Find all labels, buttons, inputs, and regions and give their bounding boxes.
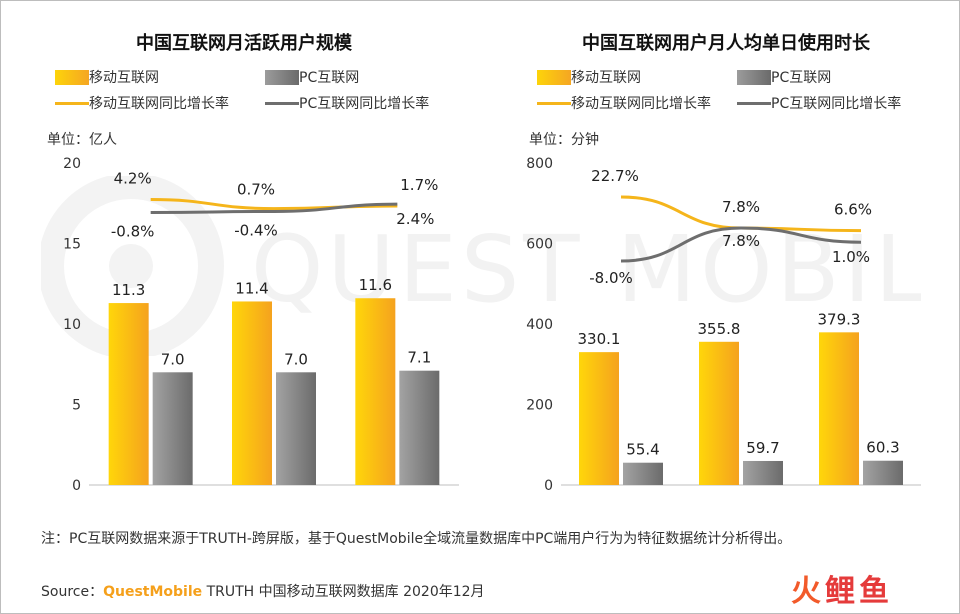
bar-pc: [623, 462, 663, 485]
bar-value-label: 60.3: [866, 439, 899, 457]
y-tick-label: 800: [526, 156, 553, 172]
source-prefix: Source：: [41, 584, 104, 600]
chart-monthly-active-users: 0 5 10 15 20 11.3 11.4 11.6 7.0 7.0 7.1 4.2% 0.7% 1.7…: [63, 156, 459, 501]
growth-line-pc: [150, 202, 398, 214]
bar-mobile: [355, 298, 396, 485]
y-tick-label: 400: [526, 317, 553, 333]
legend-swatch-mobile-bar: [537, 69, 571, 85]
bar-pc: [399, 370, 440, 485]
legend-swatch-pc-bar: [265, 69, 299, 85]
bar-value-label: 355.8: [698, 320, 741, 338]
bar-mobile: [108, 303, 149, 485]
logo-part-2: 鲤鱼: [825, 574, 893, 609]
bar-mobile: [699, 341, 739, 485]
growth-rate-label: -0.4%: [234, 221, 278, 239]
footnote: 注：PC互联网数据来源于TRUTH-跨屏版，基于QuestMobile全域流量数…: [41, 531, 792, 547]
growth-rate-label: 1.7%: [400, 176, 438, 194]
growth-rate-label: -8.0%: [589, 269, 633, 287]
bar-value-label: 379.3: [818, 310, 861, 328]
y-tick-label: 0: [544, 478, 553, 494]
x-category-label: 2018-12: [121, 500, 180, 501]
bar-value-label: 330.1: [578, 330, 621, 348]
legend-item-pc-growth: PC互联网同比增长率: [265, 93, 429, 113]
x-category-label: 2019-12: [245, 500, 304, 501]
legend-swatch-mobile-bar: [55, 69, 89, 85]
bar-pc: [276, 372, 316, 485]
chart-legend: 移动互联网 PC互联网 移动互联网同比增长率 PC互联网同比增长率: [55, 67, 455, 112]
growth-rate-label: -0.8%: [111, 222, 155, 240]
x-category-label: 2020-12: [832, 500, 891, 501]
growth-rate-label: 1.0%: [832, 248, 870, 266]
bar-value-label: 59.7: [746, 439, 779, 457]
growth-rate-label: 0.7%: [237, 181, 275, 199]
legend-label: 移动互联网: [571, 70, 641, 86]
legend-item-mobile: 移动互联网: [55, 67, 159, 87]
bar-pc: [152, 372, 193, 485]
unit-label: 单位：亿人: [47, 132, 117, 148]
bar-value-label: 11.6: [359, 276, 392, 294]
y-tick-label: 5: [72, 398, 81, 414]
y-tick-label: 0: [72, 478, 81, 494]
legend-item-pc-growth: PC互联网同比增长率: [737, 93, 901, 113]
chart-panel-monthly-active-users: 中国互联网月活跃用户规模 移动互联网 PC互联网 移动互联网同比增长率 PC互联…: [9, 1, 479, 501]
legend-label: 移动互联网同比增长率: [89, 96, 229, 112]
legend-item-mobile-growth: 移动互联网同比增长率: [537, 93, 711, 113]
growth-rate-label: 6.6%: [834, 201, 872, 219]
legend-swatch-pc-line: [265, 101, 299, 105]
bar-mobile: [579, 352, 619, 485]
x-category-label: 2020-12: [368, 500, 427, 501]
legend-label: 移动互联网: [89, 70, 159, 86]
source-rest: TRUTH 中国移动互联网数据库 2020年12月: [202, 584, 485, 600]
y-tick-label: 600: [526, 237, 553, 253]
legend-item-mobile: 移动互联网: [537, 67, 641, 87]
source-brand: QuestMobile: [103, 584, 203, 600]
huoliyu-logo: 火鲤鱼: [791, 566, 893, 610]
legend-swatch-mobile-line: [55, 101, 89, 105]
bar-mobile: [819, 332, 859, 485]
legend-item-pc: PC互联网: [265, 67, 359, 87]
y-tick-label: 15: [63, 237, 81, 253]
logo-part-1: 火: [791, 574, 825, 609]
growth-rate-label: 7.8%: [722, 198, 760, 216]
legend-item-mobile-growth: 移动互联网同比增长率: [55, 93, 229, 113]
chart-title: 中国互联网用户月人均单日使用时长: [582, 33, 870, 54]
bar-value-label: 7.1: [407, 349, 431, 367]
legend-label: PC互联网: [771, 70, 832, 86]
growth-rate-label: 4.2%: [114, 170, 152, 188]
legend-swatch-pc-line: [737, 101, 771, 105]
unit-label: 单位：分钟: [529, 132, 599, 148]
legend-item-pc: PC互联网: [737, 67, 831, 87]
bar-value-label: 55.4: [626, 441, 659, 459]
legend-label: PC互联网同比增长率: [771, 96, 902, 112]
bar-pc: [863, 460, 903, 485]
bar-value-label: 11.4: [235, 279, 268, 297]
bar-pc: [743, 460, 783, 485]
y-tick-label: 200: [526, 398, 553, 414]
x-category-label: 2019-12: [712, 500, 771, 501]
bar-value-label: 11.3: [112, 281, 145, 299]
bar-value-label: 7.0: [161, 350, 185, 368]
growth-line-pc: [620, 226, 862, 263]
x-category-label: 2018-12: [592, 500, 651, 501]
chart-daily-usage-time: 0 200 400 600 800 330.1 355.8 379.3 55.4 59.7 60.3…: [526, 156, 921, 501]
chart-panel-daily-usage-time: 中国互联网用户月人均单日使用时长 移动互联网 PC互联网 移动互联网同比增长率 …: [491, 1, 959, 501]
legend-swatch-mobile-line: [537, 101, 571, 105]
source-line: Source：QuestMobile TRUTH 中国移动互联网数据库 2020…: [41, 581, 485, 601]
bar-mobile: [232, 301, 272, 485]
chart-legend: 移动互联网 PC互联网 移动互联网同比增长率 PC互联网同比增长率: [537, 67, 937, 112]
growth-rate-label: 7.8%: [722, 232, 760, 250]
growth-rate-label: 22.7%: [591, 167, 639, 185]
legend-label: PC互联网: [299, 70, 360, 86]
y-tick-label: 20: [63, 156, 81, 172]
growth-rate-label: 2.4%: [396, 210, 434, 228]
legend-label: 移动互联网同比增长率: [571, 96, 711, 112]
legend-label: PC互联网同比增长率: [299, 96, 430, 112]
watermark-logo-dot: [109, 244, 153, 288]
y-tick-label: 10: [63, 317, 81, 333]
chart-title: 中国互联网月活跃用户规模: [136, 33, 352, 54]
legend-swatch-pc-bar: [737, 69, 771, 85]
bar-value-label: 7.0: [284, 350, 308, 368]
